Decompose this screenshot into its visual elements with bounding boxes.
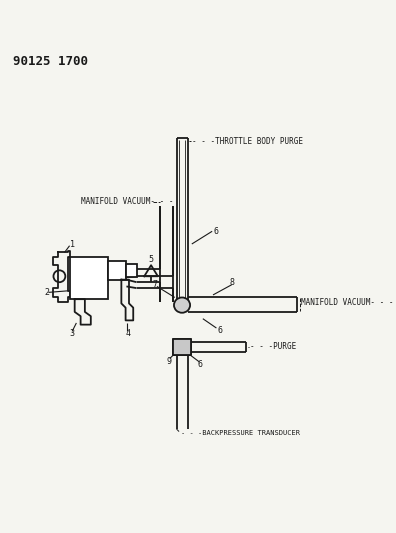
Text: MANIFOLD VACUUM- - -: MANIFOLD VACUUM- - - [81,197,173,206]
Text: - - -THROTTLE BODY PURGE: - - -THROTTLE BODY PURGE [192,137,303,146]
Bar [108,261,126,280]
Text: 7: 7 [153,280,158,289]
Text: MANIFOLD VACUUM- - -: MANIFOLD VACUUM- - - [301,298,394,307]
Text: - - -PURGE: - - -PURGE [250,342,297,351]
Text: 6: 6 [213,227,218,236]
Ellipse shape [174,297,190,313]
Text: 1: 1 [70,239,74,248]
Text: 9: 9 [166,357,171,366]
Text: 4: 4 [126,329,131,337]
Bar [173,339,191,355]
Text: 3: 3 [70,329,74,337]
Text: 6: 6 [217,326,222,335]
Text: 90125 1700: 90125 1700 [13,55,88,68]
Bar [70,257,108,299]
Text: 8: 8 [230,278,235,287]
Text: - - -BACKPRESSURE TRANSDUCER: - - -BACKPRESSURE TRANSDUCER [181,430,300,436]
Text: 2: 2 [44,288,49,297]
Bar [126,263,137,277]
Text: 5: 5 [148,255,154,264]
Text: 6: 6 [198,360,203,369]
